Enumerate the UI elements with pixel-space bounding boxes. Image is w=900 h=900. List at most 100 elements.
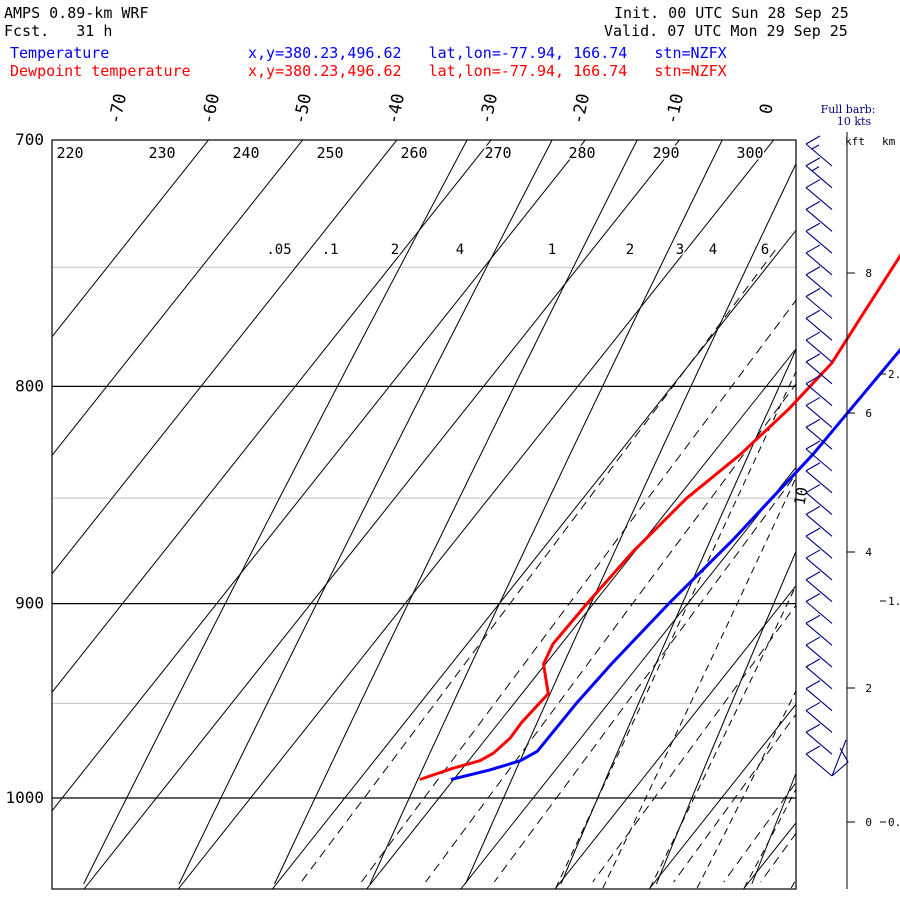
theta-label: 220 — [56, 144, 83, 162]
pressure-label: 1000 — [5, 788, 44, 807]
mixing-ratio-label: 2 — [391, 242, 399, 258]
wind-barb — [805, 200, 833, 232]
theta-label: 290 — [652, 144, 679, 162]
wind-barb — [805, 593, 833, 624]
init-time: Init. 00 UTC Sun 28 Sep 25 — [614, 4, 849, 22]
temperature-tick-label-group: -70 — [105, 92, 131, 126]
mixing-ratio-line — [425, 383, 796, 883]
barb-flag — [805, 222, 821, 232]
temperature-location-info: x,y=380.23,496.62 lat,lon=-77.94, 166.74… — [248, 44, 727, 62]
moist-adiabat-line — [838, 114, 900, 889]
barb-flag — [805, 484, 821, 494]
kft-tick-label: 6 — [865, 407, 872, 420]
isotherm-line — [52, 140, 398, 575]
wind-barb — [805, 331, 833, 363]
km-tick-label: 0. — [888, 816, 900, 829]
temperature-tick-label-group: -50 — [290, 92, 316, 126]
barb-flag — [805, 680, 821, 690]
theta-label: 240 — [232, 144, 259, 162]
wind-barb — [805, 244, 833, 276]
temperature-tick-label: -20 — [568, 92, 594, 126]
barb-staff — [805, 230, 833, 254]
wind-barb — [805, 157, 833, 189]
mixing-ratio-label: 2 — [626, 242, 634, 258]
kft-tick-label: 4 — [865, 546, 872, 559]
barb-flag — [805, 309, 821, 319]
barb-annotation-group: 10 — [791, 486, 812, 507]
mixing-ratio-line — [815, 250, 900, 882]
mixing-ratio-line — [592, 604, 796, 883]
barb-flag — [805, 396, 821, 406]
wind-barb — [805, 222, 833, 254]
barb-flag — [805, 418, 821, 428]
wind-barb — [805, 462, 833, 494]
dry-adiabat-line — [655, 550, 796, 885]
dewpoint-location-info: x,y=380.23,496.62 lat,lon=-77.94, 166.74… — [248, 62, 727, 80]
temperature-tick-label-group: -40 — [383, 92, 409, 126]
barb-half-flag — [811, 166, 820, 172]
moist-adiabat-line — [886, 114, 900, 889]
mixing-ratio-line — [673, 713, 796, 883]
isotherm-line — [52, 140, 586, 812]
dry-adiabat-line — [178, 140, 553, 885]
barb-staff — [805, 470, 833, 494]
barb-flag — [805, 375, 821, 385]
temperature-tick-label-group: -60 — [198, 92, 224, 126]
barb-staff — [805, 143, 833, 167]
wind-barb — [805, 549, 833, 581]
barb-staff — [805, 731, 833, 755]
wind-barb — [805, 266, 833, 298]
plot-area — [52, 114, 900, 889]
mixing-ratio-line — [361, 299, 796, 883]
mixing-ratio-label: 4 — [456, 242, 464, 258]
wind-barb — [805, 527, 833, 559]
barb-staff — [805, 165, 833, 189]
pressure-label: 800 — [15, 376, 44, 395]
mixing-ratio-label: .05 — [266, 242, 291, 258]
barb-flag — [805, 745, 821, 755]
barb-staff — [805, 557, 833, 581]
barb-staff — [805, 448, 833, 472]
barb-staff — [805, 383, 833, 407]
barb-staff — [805, 317, 833, 341]
isotherm-line — [272, 229, 796, 889]
barb-flag — [805, 353, 821, 363]
barb-staff — [805, 513, 833, 537]
dry-adiabat-line — [83, 140, 468, 885]
wind-barb — [805, 745, 833, 777]
barb-flag — [805, 135, 821, 145]
temperature-tick-label: -10 — [662, 92, 688, 126]
barb-flag — [805, 288, 821, 297]
mixing-ratio-label: 3 — [676, 242, 684, 258]
lowest-wind-barb — [831, 739, 849, 777]
temperature-tick-label: -70 — [105, 92, 131, 126]
wind-barb — [805, 288, 833, 319]
barb-staff — [805, 296, 833, 319]
moist-adiabat-line — [649, 584, 796, 889]
pressure-label: 700 — [15, 130, 44, 149]
mixing-ratio-label: 4 — [709, 242, 717, 258]
barb-staff — [805, 274, 833, 298]
barb-staff — [805, 492, 833, 515]
temperature-tick-label: 0 — [756, 102, 778, 116]
barb-staff — [805, 405, 833, 428]
mixing-ratio-label: .1 — [322, 242, 339, 258]
barb-flag — [805, 157, 821, 167]
temperature-tick-label-group: 0 — [756, 102, 778, 116]
dewpoint-legend: Dewpoint temperature — [10, 62, 191, 80]
wind-barb — [805, 505, 833, 537]
valid-time: Valid. 07 UTC Mon 29 Sep 25 — [604, 22, 848, 40]
barb-flag — [805, 723, 821, 733]
temperature-tick-label: -30 — [476, 92, 502, 126]
isotherm-line — [52, 140, 210, 338]
wind-barb — [805, 614, 833, 646]
isotherm-line — [743, 822, 796, 889]
km-tick-label: 1. — [888, 595, 900, 608]
mixing-ratio-label: 1 — [548, 242, 556, 258]
barb-staff — [805, 187, 833, 210]
wind-barb — [805, 571, 833, 603]
barb-flag — [805, 440, 821, 450]
moist-adiabat-line — [602, 476, 796, 889]
temperature-tick-label: -40 — [383, 92, 409, 126]
